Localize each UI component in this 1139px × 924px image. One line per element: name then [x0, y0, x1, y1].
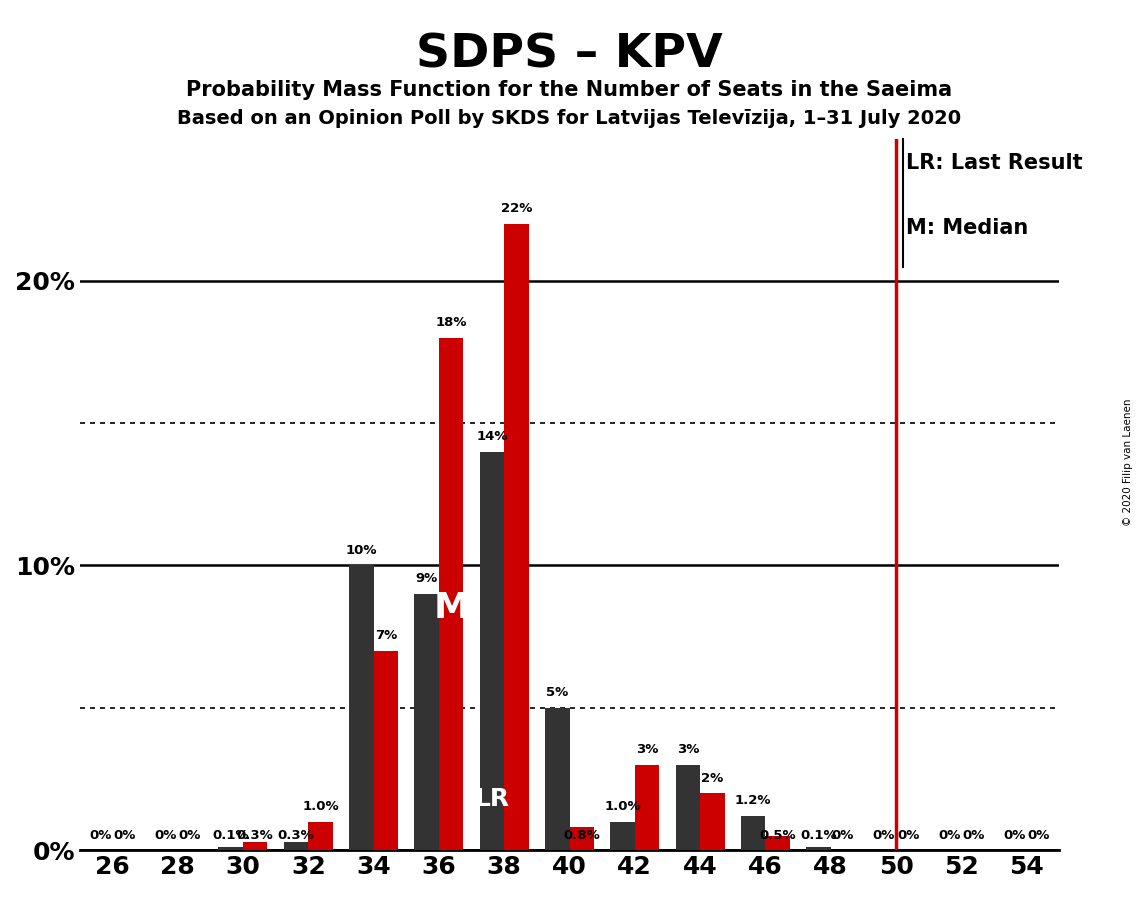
Text: 18%: 18% [435, 316, 467, 329]
Text: LR: Last Result: LR: Last Result [906, 152, 1082, 173]
Text: 0%: 0% [1027, 829, 1050, 842]
Bar [546, 708, 570, 850]
Text: M: Median: M: Median [906, 218, 1029, 238]
Text: 9%: 9% [416, 572, 437, 586]
Text: 0.1%: 0.1% [801, 829, 837, 842]
Bar [741, 816, 765, 850]
Bar [309, 821, 333, 850]
Text: 3%: 3% [677, 743, 699, 756]
Bar [284, 842, 309, 850]
Bar [675, 765, 700, 850]
Text: 0.8%: 0.8% [564, 829, 600, 842]
Text: 5%: 5% [546, 687, 568, 699]
Text: 0%: 0% [937, 829, 960, 842]
Bar [765, 836, 790, 850]
Text: 7%: 7% [375, 629, 398, 642]
Text: © 2020 Filip van Laenen: © 2020 Filip van Laenen [1123, 398, 1133, 526]
Bar [415, 594, 439, 850]
Text: 0%: 0% [179, 829, 202, 842]
Bar [480, 452, 505, 850]
Text: 0.1%: 0.1% [213, 829, 249, 842]
Text: 0%: 0% [154, 829, 177, 842]
Text: 2%: 2% [702, 772, 723, 784]
Text: SDPS – KPV: SDPS – KPV [416, 32, 723, 78]
Text: 0.3%: 0.3% [278, 829, 314, 842]
Bar [219, 847, 243, 850]
Bar [374, 650, 399, 850]
Text: M: M [433, 591, 469, 626]
Text: 0.5%: 0.5% [760, 829, 796, 842]
Text: Based on an Opinion Poll by SKDS for Latvijas Televīzija, 1–31 July 2020: Based on an Opinion Poll by SKDS for Lat… [178, 109, 961, 128]
Text: LR: LR [474, 787, 509, 811]
Text: 1.0%: 1.0% [302, 800, 338, 813]
Text: 0.3%: 0.3% [237, 829, 273, 842]
Text: 0%: 0% [872, 829, 895, 842]
Bar [243, 842, 268, 850]
Bar [505, 224, 528, 850]
Text: Probability Mass Function for the Number of Seats in the Saeima: Probability Mass Function for the Number… [187, 80, 952, 101]
Text: 0%: 0% [898, 829, 919, 842]
Bar [806, 847, 830, 850]
Text: 0%: 0% [962, 829, 985, 842]
Text: 22%: 22% [501, 202, 532, 215]
Bar [570, 827, 595, 850]
Bar [439, 338, 464, 850]
Text: 3%: 3% [636, 743, 658, 756]
Text: 0%: 0% [89, 829, 112, 842]
Text: 10%: 10% [345, 544, 377, 557]
Bar [350, 565, 374, 850]
Text: 0%: 0% [831, 829, 854, 842]
Bar [611, 821, 634, 850]
Text: 0%: 0% [114, 829, 136, 842]
Bar [634, 765, 659, 850]
Bar [700, 793, 724, 850]
Text: 14%: 14% [476, 430, 508, 444]
Text: 0%: 0% [1003, 829, 1025, 842]
Text: 1.2%: 1.2% [735, 795, 771, 808]
Text: 1.0%: 1.0% [605, 800, 641, 813]
